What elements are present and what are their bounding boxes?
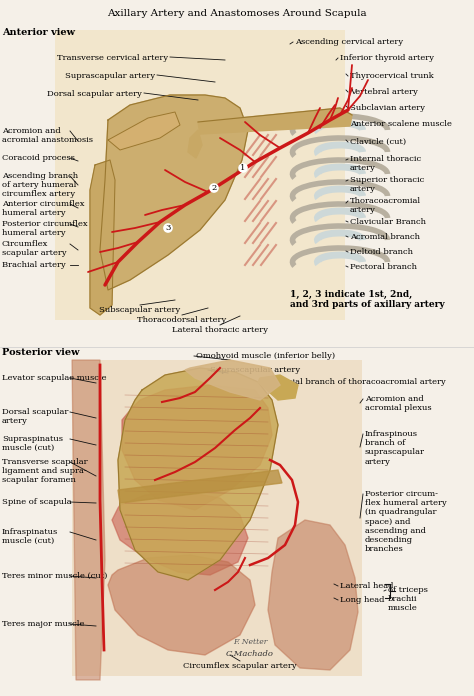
Text: Infraspinous
branch of
suprascapular
artery: Infraspinous branch of suprascapular art… bbox=[365, 430, 425, 466]
Text: Teres minor muscle (cut): Teres minor muscle (cut) bbox=[2, 572, 108, 580]
Text: Acromion and
acromial plexus: Acromion and acromial plexus bbox=[365, 395, 432, 412]
Polygon shape bbox=[122, 385, 272, 510]
Text: Posterior view: Posterior view bbox=[2, 348, 80, 357]
Bar bbox=[55, 30, 345, 320]
Text: Suprascapular artery: Suprascapular artery bbox=[210, 366, 300, 374]
Text: Levator scapulae muscle: Levator scapulae muscle bbox=[2, 374, 107, 382]
Text: Teres major muscle: Teres major muscle bbox=[2, 620, 84, 628]
Text: Vertebral artery: Vertebral artery bbox=[350, 88, 418, 96]
Text: Lateral head: Lateral head bbox=[340, 582, 393, 590]
Text: Anterior scalene muscle: Anterior scalene muscle bbox=[350, 120, 452, 128]
Polygon shape bbox=[72, 360, 105, 680]
Polygon shape bbox=[118, 470, 282, 503]
Text: Thoracodorsal artery: Thoracodorsal artery bbox=[137, 316, 227, 324]
Text: Subscapular artery: Subscapular artery bbox=[100, 306, 181, 314]
Polygon shape bbox=[108, 112, 180, 150]
Text: Infraspinatus
muscle (cut): Infraspinatus muscle (cut) bbox=[2, 528, 58, 545]
Text: Acromion and
acromial anastomosis: Acromion and acromial anastomosis bbox=[2, 127, 93, 144]
Text: Posterior circumflex
humeral artery: Posterior circumflex humeral artery bbox=[2, 220, 88, 237]
Text: Internal thoracic
artery: Internal thoracic artery bbox=[350, 155, 421, 172]
Text: Dorsal scapular
artery: Dorsal scapular artery bbox=[2, 408, 68, 425]
Text: Transverse cervical artery: Transverse cervical artery bbox=[57, 54, 168, 62]
Text: Dorsal scapular artery: Dorsal scapular artery bbox=[47, 90, 142, 98]
Text: Spine of scapula: Spine of scapula bbox=[2, 498, 72, 506]
Text: Superior thoracic
artery: Superior thoracic artery bbox=[350, 176, 424, 193]
Polygon shape bbox=[90, 160, 115, 315]
Text: Thyrocervical trunk: Thyrocervical trunk bbox=[350, 72, 434, 80]
Text: of triceps
brachii
muscle: of triceps brachii muscle bbox=[388, 586, 428, 612]
Text: Acromial branch of thoracoacromial artery: Acromial branch of thoracoacromial arter… bbox=[265, 378, 446, 386]
Text: Thoracoacromial
artery: Thoracoacromial artery bbox=[350, 197, 421, 214]
Polygon shape bbox=[198, 108, 352, 134]
Text: Acromial branch: Acromial branch bbox=[350, 233, 420, 241]
Text: Subclavian artery: Subclavian artery bbox=[350, 104, 425, 112]
Text: Deltoid branch: Deltoid branch bbox=[350, 248, 413, 256]
Text: Anterior circumflex
humeral artery: Anterior circumflex humeral artery bbox=[2, 200, 84, 217]
Text: Circumflex
scapular artery: Circumflex scapular artery bbox=[2, 240, 67, 258]
Polygon shape bbox=[118, 368, 278, 580]
Text: Inferior thyroid artery: Inferior thyroid artery bbox=[340, 54, 434, 62]
Text: Lateral thoracic artery: Lateral thoracic artery bbox=[172, 326, 268, 334]
Text: Pectoral branch: Pectoral branch bbox=[350, 263, 417, 271]
Text: Circumflex scapular artery: Circumflex scapular artery bbox=[183, 662, 297, 670]
Text: Anterior view: Anterior view bbox=[2, 28, 75, 37]
Polygon shape bbox=[100, 95, 248, 290]
Text: Clavicle (cut): Clavicle (cut) bbox=[350, 138, 406, 146]
Polygon shape bbox=[268, 520, 358, 670]
Text: 1: 1 bbox=[240, 164, 246, 172]
Text: Axillary Artery and Anastomoses Around Scapula: Axillary Artery and Anastomoses Around S… bbox=[107, 9, 367, 18]
Text: Suprascapular artery: Suprascapular artery bbox=[65, 72, 155, 80]
Text: Brachial artery: Brachial artery bbox=[2, 261, 66, 269]
Text: Coracoid process: Coracoid process bbox=[2, 154, 75, 162]
Text: Supraspinatus
muscle (cut): Supraspinatus muscle (cut) bbox=[2, 435, 63, 452]
Text: Transverse scapular
ligament and supra-
scapular foramen: Transverse scapular ligament and supra- … bbox=[2, 458, 88, 484]
Polygon shape bbox=[112, 492, 248, 575]
Polygon shape bbox=[185, 360, 280, 400]
Polygon shape bbox=[188, 130, 202, 158]
Text: Ascending branch
of artery humeral
circumflex artery: Ascending branch of artery humeral circu… bbox=[2, 172, 78, 198]
Text: Omohyoid muscle (inferior belly): Omohyoid muscle (inferior belly) bbox=[196, 352, 335, 360]
Bar bbox=[72, 360, 362, 676]
Polygon shape bbox=[108, 555, 255, 655]
Text: C.Machado: C.Machado bbox=[226, 650, 274, 658]
Text: 2: 2 bbox=[211, 184, 217, 192]
Text: Posterior circum-
flex humeral artery
(in quadrangular
space) and
ascending and
: Posterior circum- flex humeral artery (i… bbox=[365, 490, 447, 553]
Text: 1, 2, 3 indicate 1st, 2nd,
and 3rd parts of axillary artery: 1, 2, 3 indicate 1st, 2nd, and 3rd parts… bbox=[290, 290, 445, 310]
Text: Clavicular Branch: Clavicular Branch bbox=[350, 218, 426, 226]
Text: F. Netter: F. Netter bbox=[233, 638, 267, 646]
Text: 3: 3 bbox=[165, 224, 171, 232]
Polygon shape bbox=[258, 375, 298, 400]
Text: Long head: Long head bbox=[340, 596, 384, 604]
Text: Ascending cervical artery: Ascending cervical artery bbox=[295, 38, 403, 46]
